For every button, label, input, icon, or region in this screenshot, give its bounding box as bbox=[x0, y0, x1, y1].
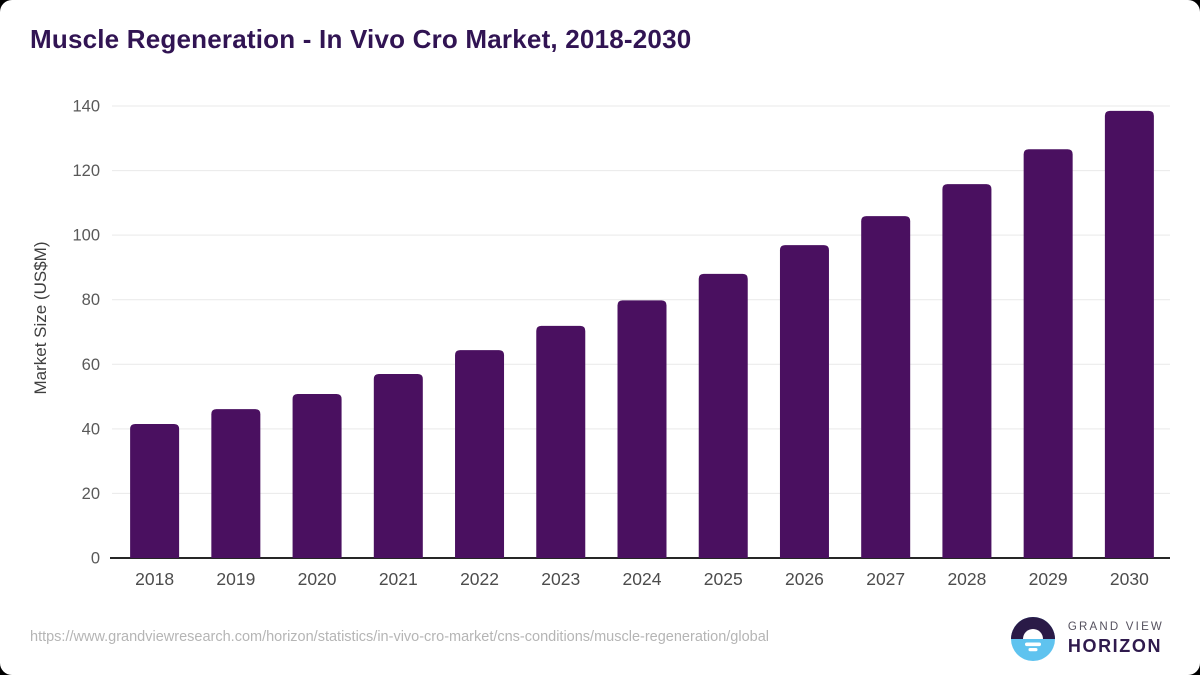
bar-2024 bbox=[617, 300, 667, 558]
x-tick-label: 2027 bbox=[866, 569, 905, 589]
x-tick-label: 2024 bbox=[623, 569, 662, 589]
bar-2019 bbox=[211, 409, 261, 558]
y-tick-label: 80 bbox=[82, 291, 100, 309]
bar-2023 bbox=[536, 325, 586, 558]
horizon-sun-icon bbox=[1010, 617, 1055, 661]
y-tick-label: 120 bbox=[72, 162, 100, 180]
x-tick-label: 2020 bbox=[298, 569, 337, 589]
x-tick-label: 2030 bbox=[1110, 569, 1149, 589]
logo-brand-bottom: HORIZON bbox=[1067, 636, 1163, 656]
x-tick-label: 2028 bbox=[947, 569, 986, 589]
bar-chart: 0 20 40 60 80 100 120 140 2018 2019 2020 2021 2022 20… bbox=[0, 70, 1200, 610]
x-tick-label: 2029 bbox=[1029, 569, 1068, 589]
x-tick-label: 2026 bbox=[785, 569, 824, 589]
y-tick-label: 140 bbox=[72, 98, 100, 116]
x-tick-label: 2019 bbox=[216, 569, 255, 589]
y-axis-title: Market Size (US$M) bbox=[31, 241, 50, 394]
y-tick-label: 0 bbox=[91, 550, 100, 568]
x-tick-label: 2021 bbox=[379, 569, 418, 589]
bar-2029 bbox=[1023, 149, 1073, 558]
y-tick-label: 100 bbox=[72, 227, 100, 245]
x-tick-label: 2023 bbox=[541, 569, 580, 589]
x-tick-label: 2018 bbox=[135, 569, 174, 589]
logo-brand-top: GRAND VIEW bbox=[1067, 621, 1164, 633]
source-url: https://www.grandviewresearch.com/horizo… bbox=[30, 629, 769, 645]
logo-wordmark: GRAND VIEW HORIZON bbox=[1068, 621, 1164, 657]
bar-2026 bbox=[779, 245, 829, 558]
bar-2025 bbox=[698, 273, 748, 558]
grand-view-horizon-logo: GRAND VIEW HORIZON bbox=[1010, 617, 1164, 661]
y-tick-label: 40 bbox=[82, 420, 100, 438]
bar-2022 bbox=[455, 350, 505, 558]
chart-title: Muscle Regeneration - In Vivo Cro Market… bbox=[30, 24, 692, 54]
bar-2021 bbox=[373, 373, 423, 558]
bar-chart-canvas: 0 20 40 60 80 100 120 140 2018 2019 2020 2021 2022 20… bbox=[31, 98, 1170, 589]
y-tick-label: 60 bbox=[82, 356, 100, 374]
y-tick-label: 20 bbox=[82, 485, 100, 503]
bar-2027 bbox=[861, 216, 911, 558]
x-tick-label: 2025 bbox=[704, 569, 743, 589]
bar-2018 bbox=[130, 424, 180, 558]
bar-2030 bbox=[1104, 110, 1154, 558]
bar-2020 bbox=[292, 393, 342, 558]
x-tick-label: 2022 bbox=[460, 569, 499, 589]
bar-2028 bbox=[942, 184, 992, 558]
